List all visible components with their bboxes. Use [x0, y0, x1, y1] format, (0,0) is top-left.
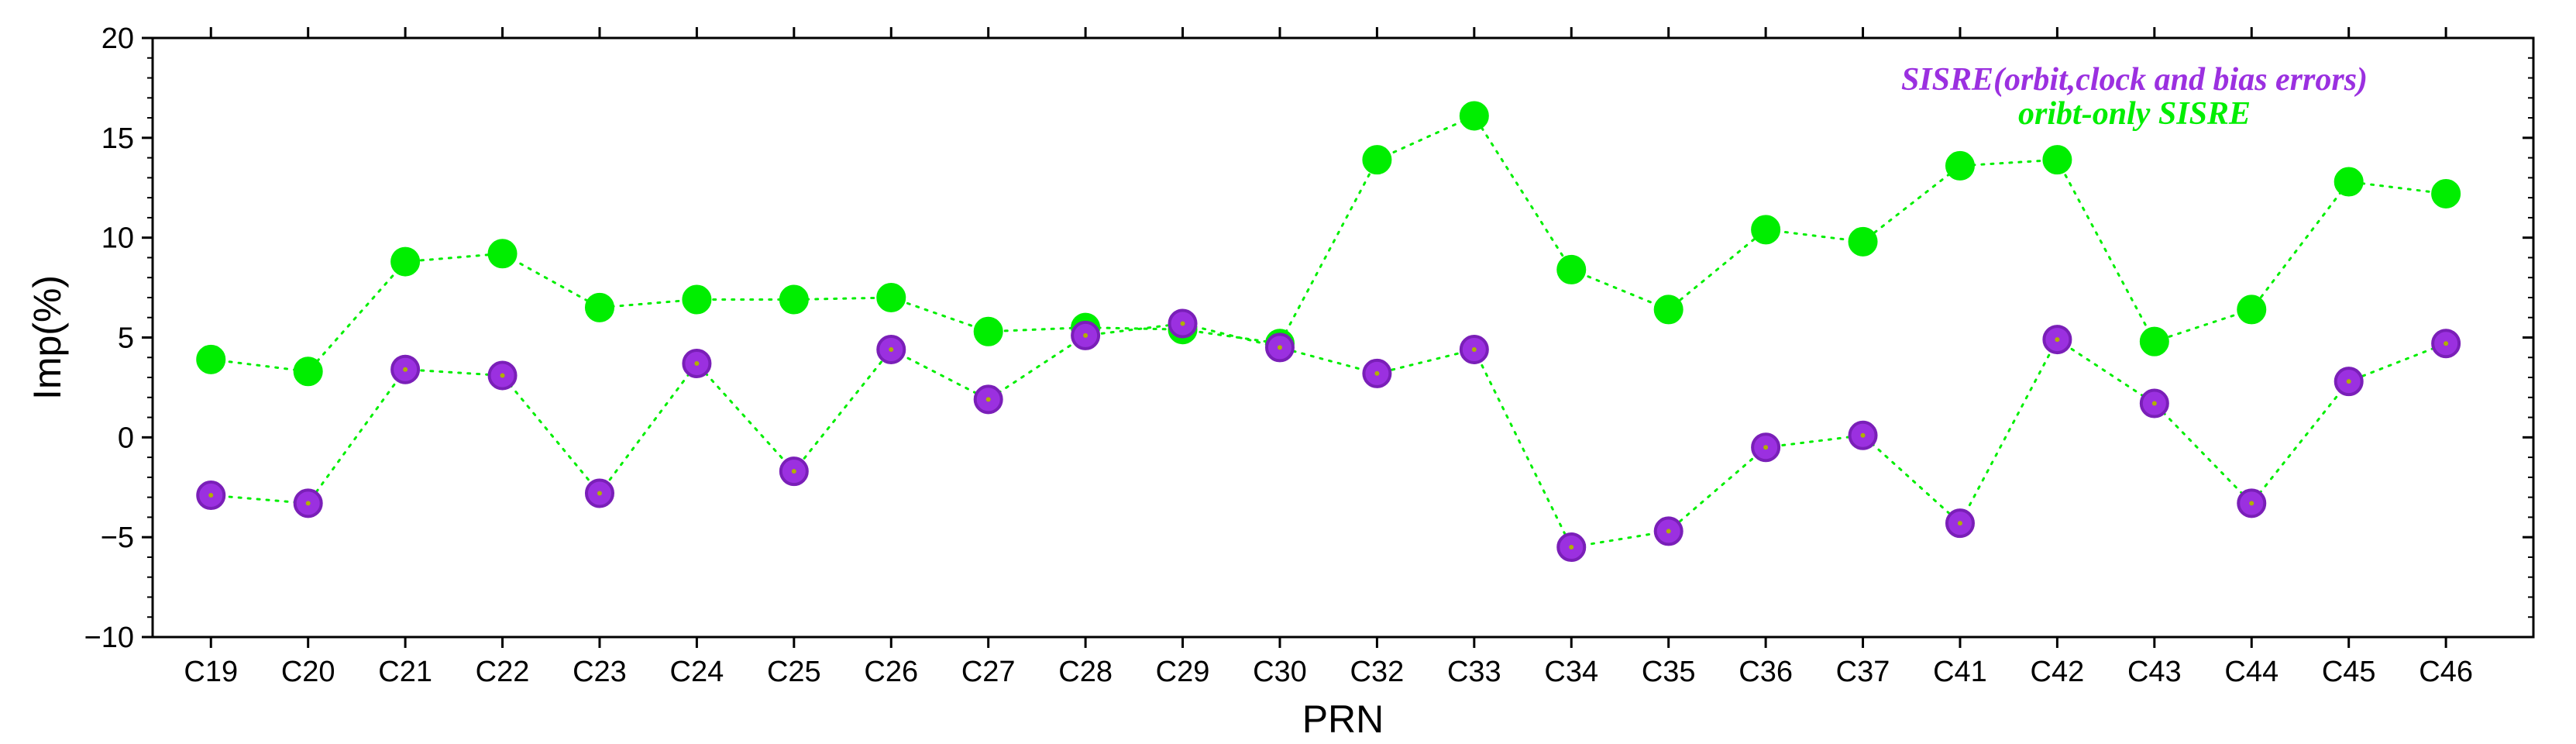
legend-entry-sisre-full: SISRE(orbit,clock and bias errors) [1901, 62, 2368, 98]
y-axis-title: Imp(%) [26, 275, 69, 400]
data-point-center [597, 491, 602, 495]
x-tick-label: C37 [1836, 656, 1890, 688]
y-tick-label: 5 [118, 322, 134, 355]
series-line-0 [211, 324, 2446, 548]
legend-entry-sisre-orbit: oribt-only SISRE [2018, 96, 2251, 132]
data-point-center [1958, 521, 1962, 525]
data-point-orbit-only [489, 239, 517, 267]
y-tick-label: 0 [118, 422, 134, 454]
data-point-center [306, 501, 311, 505]
data-point-center [500, 373, 505, 377]
x-tick-label: C42 [2031, 656, 2085, 688]
x-tick-label: C45 [2322, 656, 2376, 688]
data-point-orbit-only [197, 346, 225, 374]
data-point-center [1472, 347, 1477, 352]
x-tick-label: C26 [864, 656, 918, 688]
data-point-center [2152, 401, 2157, 406]
data-point-center [1278, 345, 1282, 350]
legend: SISRE(orbit,clock and bias errors) oribt… [1901, 62, 2368, 132]
data-point-orbit-only [2043, 146, 2071, 174]
y-tick-label: −10 [84, 622, 134, 654]
data-point-center [1181, 321, 1185, 326]
x-tick-label: C46 [2419, 656, 2473, 688]
data-point-center [1666, 529, 1671, 533]
data-point-orbit-only [2141, 328, 2168, 356]
x-tick-label: C27 [961, 656, 1016, 688]
y-tick-label: 20 [101, 22, 134, 55]
data-point-orbit-only [294, 357, 322, 385]
x-tick-label: C32 [1350, 656, 1405, 688]
x-tick-label: C30 [1253, 656, 1307, 688]
data-point-center [1861, 433, 1866, 438]
data-point-orbit-only [2432, 180, 2460, 208]
x-tick-label: C43 [2127, 656, 2182, 688]
data-point-orbit-only [1557, 256, 1585, 284]
data-point-center [986, 397, 991, 401]
data-point-center [1083, 333, 1088, 338]
data-point-center [2347, 379, 2351, 384]
x-tick-label: C25 [767, 656, 821, 688]
x-tick-label: C41 [1933, 656, 1987, 688]
data-point-orbit-only [1363, 146, 1391, 174]
data-point-center [2444, 341, 2448, 346]
x-tick-label: C23 [573, 656, 627, 688]
x-tick-label: C20 [281, 656, 335, 688]
data-point-center [403, 367, 408, 372]
data-point-orbit-only [1460, 102, 1488, 129]
x-tick-label: C29 [1156, 656, 1210, 688]
data-point-center [2055, 337, 2059, 342]
x-tick-label: C33 [1447, 656, 1501, 688]
x-tick-label: C34 [1544, 656, 1598, 688]
x-axis-title: PRN [1302, 698, 1384, 741]
x-tick-label: C19 [184, 656, 238, 688]
data-point-center [1374, 371, 1379, 376]
data-point-center [1763, 445, 1768, 450]
x-tick-label: C28 [1058, 656, 1113, 688]
series-line-1 [211, 116, 2446, 372]
data-point-orbit-only [780, 286, 808, 314]
data-point-orbit-only [1655, 295, 1683, 323]
data-point-orbit-only [391, 248, 419, 276]
data-point-center [1569, 545, 1573, 549]
data-point-orbit-only [975, 318, 1003, 346]
x-tick-label: C44 [2224, 656, 2279, 688]
data-point-center [208, 493, 213, 498]
data-point-orbit-only [586, 294, 614, 322]
x-tick-label: C22 [476, 656, 530, 688]
y-tick-label: 15 [101, 122, 134, 155]
x-tick-label: C21 [378, 656, 432, 688]
data-point-orbit-only [683, 286, 710, 314]
series-layer [197, 102, 2460, 560]
data-point-orbit-only [1946, 152, 1974, 180]
data-point-orbit-only [1849, 228, 1877, 256]
y-tick-label: −5 [101, 522, 134, 554]
data-point-orbit-only [2335, 168, 2363, 196]
x-tick-label: C36 [1739, 656, 1793, 688]
data-point-center [2249, 501, 2254, 505]
data-point-orbit-only [1752, 215, 1780, 243]
data-point-center [889, 347, 893, 352]
x-tick-label: C35 [1642, 656, 1696, 688]
x-tick-label: C24 [670, 656, 724, 688]
data-point-orbit-only [877, 284, 905, 312]
data-point-center [792, 469, 796, 474]
y-tick-label: 10 [101, 222, 134, 255]
data-point-center [694, 361, 699, 366]
data-point-orbit-only [2237, 295, 2265, 323]
